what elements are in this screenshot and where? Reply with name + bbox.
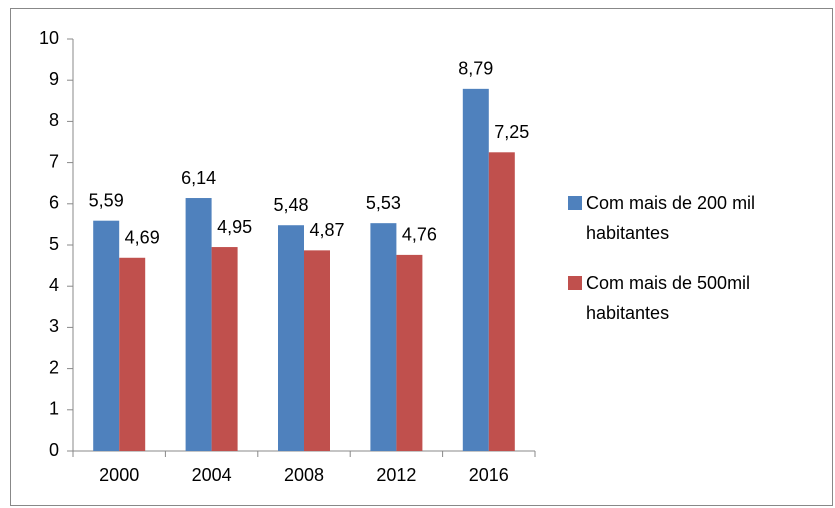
y-tick-label: 3 [49,316,59,336]
y-tick-label: 10 [39,28,59,48]
y-tick-label: 2 [49,357,59,377]
legend-label: Com mais de 500mil habitantes [586,273,751,323]
legend-item: Com mais de 200 mil habitantes [568,188,818,248]
y-tick-label: 6 [49,193,59,213]
value-label: 5,59 [89,190,124,210]
bar [462,88,489,452]
bar [396,254,423,451]
value-label: 5,53 [366,193,401,213]
y-tick-label: 0 [49,440,59,460]
legend-item: Com mais de 500mil habitantes [568,268,818,328]
y-tick-label: 1 [49,399,59,419]
bar [119,257,146,451]
x-tick-label: 2000 [99,465,139,485]
x-tick-label: 2012 [376,465,416,485]
legend-swatch [568,276,582,290]
x-tick-label: 2016 [469,465,509,485]
value-label: 4,69 [125,228,160,248]
y-tick-label: 9 [49,69,59,89]
bar [488,152,515,452]
bar [370,223,397,451]
x-tick-label: 2008 [284,465,324,485]
y-tick-label: 7 [49,151,59,171]
value-label: 4,76 [402,225,437,245]
y-tick-label: 4 [49,275,59,295]
bar [278,225,304,451]
legend-swatch [568,196,582,210]
legend-label: Com mais de 200 mil habitantes [586,193,756,243]
value-label: 5,48 [273,195,308,215]
y-tick-label: 8 [49,110,59,130]
x-tick-label: 2004 [192,465,232,485]
value-label: 6,14 [181,168,216,188]
y-tick-label: 5 [49,234,59,254]
bar [185,198,212,451]
value-label: 7,25 [494,122,529,142]
bar [93,220,120,451]
value-label: 4,87 [309,220,344,240]
bar [304,250,330,451]
bar [211,247,238,451]
value-label: 8,79 [458,59,493,79]
value-label: 4,95 [217,217,252,237]
